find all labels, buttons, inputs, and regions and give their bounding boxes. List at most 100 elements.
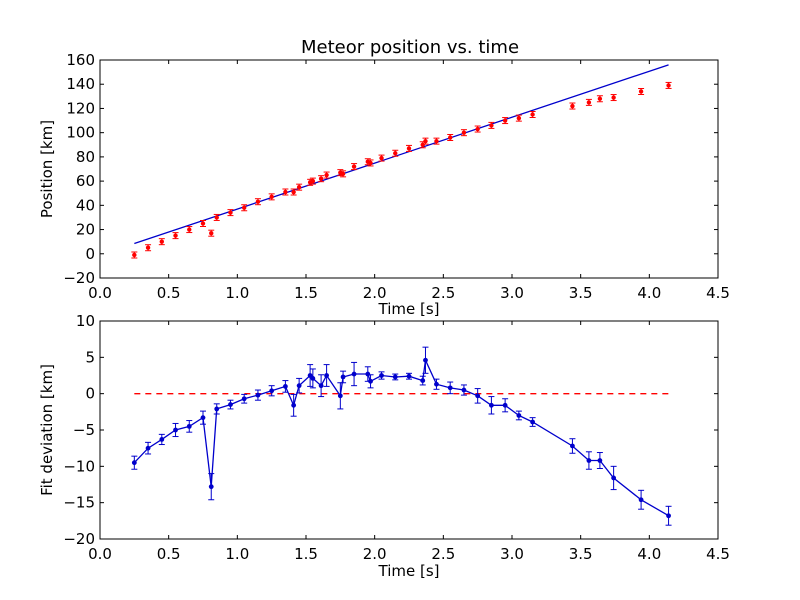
deviation-chart-marks: [131, 346, 672, 526]
deviation-point: [340, 374, 346, 380]
deviation-point: [214, 406, 220, 412]
position-point: [461, 130, 467, 135]
position-point: [209, 230, 214, 236]
x-tick-label: 3.5: [569, 284, 593, 302]
y-tick-label: 0: [85, 245, 95, 263]
y-tick-label: 5: [85, 348, 95, 366]
deviation-point: [241, 396, 247, 402]
x-tick-label: 0.0: [88, 284, 112, 302]
position-point: [638, 89, 644, 94]
deviation-point: [255, 392, 261, 398]
deviation-point: [516, 413, 522, 418]
position-point: [448, 135, 453, 140]
position-chart-x-ticks: 0.0 0.5 1.0 1.5 2.0 2.5 3.0 3.5 4.0 4.5: [88, 60, 730, 302]
position-point: [368, 160, 373, 166]
position-point: [393, 151, 398, 156]
deviation-point: [186, 423, 192, 429]
y-tick-label: 10: [76, 312, 95, 330]
y-tick-label: −15: [63, 494, 95, 512]
deviation-point: [447, 385, 453, 391]
position-point: [489, 123, 494, 128]
deviation-point: [586, 458, 592, 463]
position-point: [296, 184, 302, 190]
y-tick-label: 60: [76, 172, 95, 190]
position-chart-y-ticks: −20 0 20 40 60 80 100 120 140 160: [63, 51, 718, 287]
y-tick-label: 80: [76, 148, 95, 166]
y-tick-label: −10: [63, 457, 95, 475]
y-tick-label: 160: [66, 51, 95, 69]
x-tick-label: 4.5: [706, 284, 730, 302]
y-tick-label: 120: [66, 99, 95, 117]
deviation-point: [489, 402, 494, 408]
x-tick-label: 3.5: [569, 545, 593, 563]
position-chart-frame: [99, 59, 719, 279]
deviation-point: [318, 383, 324, 389]
position-point: [255, 199, 261, 204]
x-tick-label: 4.0: [637, 284, 661, 302]
deviation-point: [131, 460, 137, 466]
position-chart-marks: [131, 64, 672, 259]
deviation-point: [530, 419, 535, 425]
y-tick-label: −5: [73, 421, 95, 439]
y-tick-label: 140: [66, 75, 95, 93]
position-point: [187, 227, 192, 232]
position-point: [340, 171, 346, 177]
deviation-point: [638, 497, 644, 503]
y-tick-label: 0: [85, 385, 95, 403]
position-chart-xlabel: Time [s]: [378, 300, 440, 318]
position-point: [145, 245, 151, 250]
position-point: [228, 210, 233, 215]
deviation-point: [351, 371, 357, 377]
deviation-point: [310, 376, 316, 381]
position-point: [269, 194, 274, 200]
x-tick-label: 0.5: [157, 545, 181, 563]
deviation-point: [379, 373, 384, 378]
position-chart: Meteor position vs. time Time [s] Positi…: [38, 37, 730, 318]
position-point: [406, 146, 412, 151]
deviation-point: [208, 484, 214, 490]
y-tick-label: −20: [63, 530, 95, 548]
deviation-point: [159, 437, 165, 442]
deviation-point: [666, 513, 671, 519]
x-tick-label: 1.5: [294, 545, 318, 563]
deviation-chart-xlabel: Time [s]: [378, 562, 440, 580]
position-point: [351, 164, 357, 169]
position-point: [475, 126, 480, 132]
position-point: [283, 189, 288, 195]
deviation-point: [283, 384, 288, 389]
fit-line: [134, 64, 669, 245]
deviation-point: [461, 387, 467, 393]
x-tick-label: 3.0: [500, 284, 524, 302]
y-tick-label: −20: [63, 269, 95, 287]
position-point: [423, 138, 428, 144]
position-point: [434, 138, 439, 144]
deviation-point: [173, 427, 178, 433]
deviation-point: [324, 373, 329, 378]
deviation-point: [145, 445, 151, 451]
position-point: [516, 115, 522, 121]
position-point: [173, 233, 178, 238]
position-point: [324, 172, 329, 178]
x-tick-label: 4.0: [637, 545, 661, 563]
y-tick-label: 40: [76, 196, 95, 214]
position-point: [420, 142, 425, 147]
x-tick-label: 1.5: [294, 284, 318, 302]
deviation-point: [420, 378, 426, 383]
deviation-point: [392, 374, 398, 380]
deviation-point: [365, 371, 371, 377]
x-tick-label: 2.5: [431, 284, 455, 302]
position-point: [291, 189, 296, 195]
x-tick-label: 0.5: [157, 284, 181, 302]
x-tick-label: 2.5: [431, 545, 455, 563]
position-chart-ylabel: Position [km]: [38, 120, 56, 218]
deviation-chart-y-ticks: −20 −15 −10 −5 0 5 10: [63, 312, 718, 548]
position-point: [611, 95, 616, 100]
deviation-point: [296, 383, 302, 389]
deviation-point: [423, 357, 428, 363]
position-point: [310, 178, 316, 184]
position-point: [530, 112, 535, 117]
y-tick-label: 100: [66, 124, 95, 142]
deviation-point: [228, 402, 233, 407]
deviation-point: [570, 443, 575, 449]
